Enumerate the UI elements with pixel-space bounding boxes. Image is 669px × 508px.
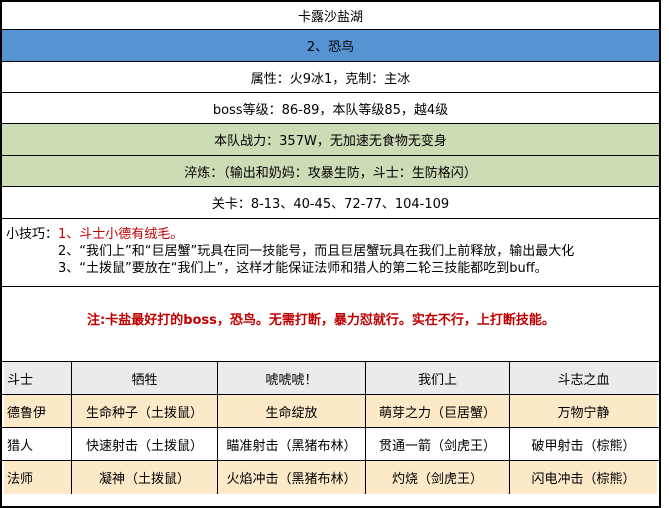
skill-cell: 破甲射击（棕熊） — [509, 428, 657, 460]
attribute-text: 属性：火9冰1，克制：主冰 — [250, 71, 411, 87]
skill-table-row-hunter: 猎人 快速射击（土拨鼠） 瞄准射击（黑猪布林） 贯通一箭（剑虎王） 破甲射击（棕… — [2, 428, 659, 461]
skill-cell: 瞄准射击（黑猪布林） — [217, 428, 365, 460]
attribute-row: 属性：火9冰1，克制：主冰 — [2, 62, 659, 93]
header-cell-class: 斗士 — [4, 362, 71, 394]
skill-table-row-mage: 法师 凝神（土拨鼠） 火焰冲击（黑猪布林） 灼烧（剑虎王） 闪电冲击（棕熊） — [2, 461, 659, 494]
stages-row: 关卡：8-13、40-45、72-77、104-109 — [2, 187, 659, 219]
skill-cell: 火焰冲击（黑猪布林） — [217, 461, 365, 494]
tips-lines: 1、斗士小德有绒毛。 2、“我们上”和“巨居蟹”玩具在同一技能号，而且巨居蟹玩具… — [58, 226, 657, 277]
header-cell-skill4: 斗志之血 — [509, 362, 657, 394]
boss-name-row: 2、恐鸟 — [2, 30, 659, 62]
class-cell: 猎人 — [7, 438, 34, 454]
team-power-row: 本队战力：357W，无加速无食物无变身 — [2, 124, 659, 156]
quench-text: 淬炼：（输出和奶妈：攻暴生防，斗士：生防格闪） — [184, 165, 477, 181]
tips-line-2: 2、“我们上”和“巨居蟹”玩具在同一技能号，而且巨居蟹玩具在我们上前释放，输出最… — [58, 244, 575, 259]
tips-line-1: 1、斗士小德有绒毛。 — [58, 227, 184, 242]
header-cell-skill3: 我们上 — [365, 362, 509, 394]
skill-cell: 闪电冲击（棕熊） — [509, 461, 657, 494]
tips-line-3: 3、“土拨鼠”要放在“我们上”，这样才能保证法师和猎人的第二轮三技能都吃到buf… — [58, 261, 548, 276]
tips-row: 小技巧： 1、斗士小德有绒毛。 2、“我们上”和“巨居蟹”玩具在同一技能号，而且… — [2, 219, 659, 287]
boss-level-row: boss等级：86-89，本队等级85，越4级 — [2, 93, 659, 124]
skill-cell: 贯通一箭（剑虎王） — [365, 428, 509, 460]
header-cell-skill2: 唬唬唬！ — [217, 362, 365, 394]
boss-level-text: boss等级：86-89，本队等级85，越4级 — [212, 102, 449, 118]
skill-table-header-row: 斗士 牺牲 唬唬唬！ 我们上 斗志之血 — [2, 362, 659, 395]
note-row: 注:卡盐最好打的boss，恐鸟。无需打断，暴力怼就行。实在不行，上打断技能。 — [2, 287, 659, 362]
header-cell-skill1: 牺牲 — [71, 362, 217, 394]
note-text: 注:卡盐最好打的boss，恐鸟。无需打断，暴力怼就行。实在不行，上打断技能。 — [87, 313, 555, 328]
map-title: 卡露沙盐湖 — [297, 10, 363, 25]
tips-label: 小技巧： — [6, 227, 59, 242]
stages-text: 关卡：8-13、40-45、72-77、104-109 — [211, 197, 450, 212]
skill-cell: 灼烧（剑虎王） — [365, 461, 509, 494]
map-title-row: 卡露沙盐湖 — [2, 2, 659, 30]
boss-name: 2、恐鸟 — [306, 40, 355, 55]
class-cell: 德鲁伊 — [4, 395, 71, 427]
quench-row: 淬炼：（输出和奶妈：攻暴生防，斗士：生防格闪） — [2, 156, 659, 187]
team-power-text: 本队战力：357W，无加速无食物无变身 — [214, 134, 447, 149]
skill-cell: 生命种子（土拨鼠） — [71, 395, 217, 427]
skill-cell: 生命绽放 — [217, 395, 365, 427]
skill-cell: 快速射击（土拨鼠） — [71, 428, 217, 460]
skill-cell: 凝神（土拨鼠） — [71, 461, 217, 494]
skill-cell: 萌芽之力（巨居蟹） — [365, 395, 509, 427]
skill-cell: 万物宁静 — [509, 395, 657, 427]
class-cell: 法师 — [4, 461, 71, 494]
skill-table-row-druid: 德鲁伊 生命种子（土拨鼠） 生命绽放 萌芽之力（巨居蟹） 万物宁静 — [2, 395, 659, 428]
